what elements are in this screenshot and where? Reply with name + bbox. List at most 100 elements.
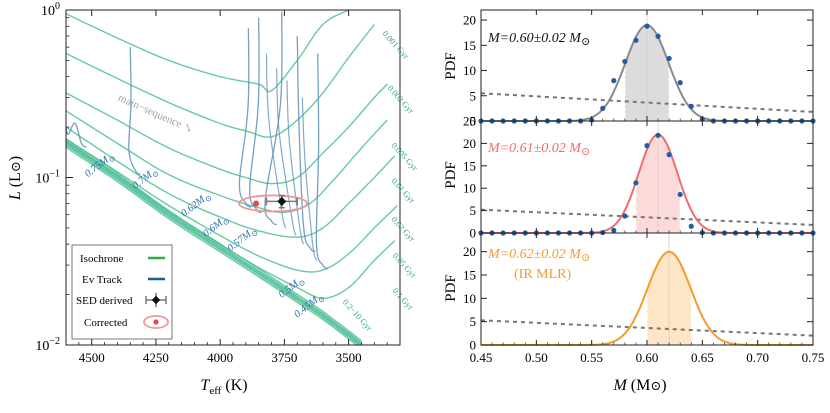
isochrone-label: 0.001 Gyr <box>381 29 412 61</box>
hr-y-tick-label: 10−1 <box>35 169 60 187</box>
isochrone-0-02-Gyr <box>66 126 396 238</box>
ev-track-extra-0 <box>265 53 287 229</box>
ev-track-0p6M <box>249 17 262 214</box>
pdf-sample-point <box>644 23 650 29</box>
sed-point <box>277 196 287 206</box>
ev-track-0p75M <box>66 122 87 148</box>
pdf-sample-point <box>688 223 694 229</box>
ev-track-0p5M <box>296 35 316 253</box>
hr-x-tick-label: 3500 <box>336 350 362 365</box>
isochrone-0-005-Gyr <box>66 83 388 185</box>
hr-legend: Isochrone Ev Track SED derived Corrected <box>71 244 173 340</box>
pdf-sample-point <box>633 180 639 186</box>
hr-diagram: 4500 4250 4000 3750 3500 100 10−1 10−2 0.001 Gy… <box>7 1 420 397</box>
pdf-sample-point <box>622 58 628 65</box>
ev-track-0p57M <box>264 11 283 226</box>
legend-label-isochrone: Isochrone <box>80 253 123 265</box>
pdf-panel-bottom: 0 5 10 15 20 0.45 0.50 0.55 0.60 0.65 0.70 0.75 <box>463 232 824 365</box>
ev-track-extra-1 <box>276 68 297 236</box>
pdf-x-tick-label: 0.45 <box>470 350 493 365</box>
pdf-y-tick-label: 0 <box>470 114 477 129</box>
pdf-y-tick-label: 10 <box>463 291 476 306</box>
pdf-middle-annotation: M=0.61±0.02 M⊙ <box>487 141 590 158</box>
hr-y-axis-title: L (L⊙) <box>7 156 24 201</box>
isochrone-label: 0.1 Gyr <box>391 286 416 312</box>
mass-label: 0.62M⊙ <box>179 190 214 221</box>
pdf-top-y-axis-title: PDF <box>443 52 459 80</box>
legend-label-sed: SED derived <box>76 295 133 307</box>
hr-y-tick-label: 100 <box>41 1 60 19</box>
pdf-sample-point <box>655 132 661 138</box>
legend-swatch-sed <box>145 293 167 307</box>
pdf-y-tick-label: 10 <box>463 181 476 196</box>
pdf-y-tick-label: 20 <box>463 13 476 28</box>
pdf-sample-point <box>633 37 639 43</box>
hr-x-tick-label: 4000 <box>207 350 233 365</box>
pdf-y-tick-label: 5 <box>470 314 477 329</box>
pdf-bottom-annotation: M=0.62±0.02 M⊙ <box>487 247 590 264</box>
hr-x-tick-label: 4500 <box>79 350 105 365</box>
hr-y-tick-label: 10−2 <box>35 336 60 354</box>
pdf-y-tick-label: 20 <box>463 244 476 259</box>
pdf-sample-point <box>622 213 628 219</box>
corrected-ellipse <box>238 194 308 213</box>
isochrone-0-2-10-Gyr-band-1 <box>66 144 361 345</box>
pdf-y-tick-label: 0 <box>470 226 477 241</box>
isochrone-0-002-Gyr <box>66 23 375 138</box>
main-sequence-label: main−sequence ↘ <box>116 92 194 136</box>
pdf-x-axis-title: M (M⊙) <box>612 377 666 394</box>
isochrone-label: 0.05 Gyr <box>391 251 419 280</box>
isochrone-0-2-10-Gyr-band-0 <box>66 146 358 345</box>
ev-track-extra-3 <box>301 97 318 261</box>
pdf-sample-point <box>644 143 650 149</box>
ev-track-extra-2 <box>286 80 305 245</box>
pdf-x-tick-label: 0.65 <box>691 350 714 365</box>
legend-label-track: Ev Track <box>82 274 123 286</box>
pdf-y-tick-label: 0 <box>470 338 477 353</box>
pdf-sample-point <box>677 80 683 86</box>
pdf-panel-top: 0 5 10 15 20 <box>463 9 816 129</box>
isochrone-0-001-Gyr <box>66 10 349 93</box>
pdf-y-tick-label: 5 <box>470 203 477 218</box>
pdf-sample-point <box>688 103 694 109</box>
corrected-point <box>253 200 260 207</box>
ev-track-0p7M <box>128 47 141 175</box>
hr-x-tick-label: 3750 <box>271 350 297 365</box>
isochrone-label: 0.2−10 Gyr <box>341 297 375 333</box>
pdf-x-tick-label: 0.70 <box>746 350 769 365</box>
legend-swatch-corrected <box>143 315 169 329</box>
hr-plot-area <box>66 10 398 345</box>
pdf-y-tick-label: 15 <box>463 158 476 173</box>
isochrone-label: 0.02 Gyr <box>390 214 418 243</box>
isochrone-label: 0.01 Gyr <box>390 176 418 205</box>
hr-x-tick-label: 4250 <box>143 350 169 365</box>
isochrone-0-2-10-Gyr-band-4 <box>66 138 362 342</box>
legend-label-corrected: Corrected <box>84 317 128 329</box>
pdf-x-tick-label: 0.60 <box>636 350 659 365</box>
mass-label: 0.6M⊙ <box>201 213 232 241</box>
pdf-x-tick-label: 0.55 <box>580 350 603 365</box>
isochrone-0-2-10-Gyr-band-2 <box>66 142 363 345</box>
pdf-y-tick-label: 10 <box>463 63 476 78</box>
pdf-sample-point <box>666 152 672 158</box>
isochrone-0-2-10-Gyr-band-3 <box>66 140 362 344</box>
pdf-bottom-annotation-sub: (IR MLR) <box>514 267 572 282</box>
pdf-sample-point <box>600 105 606 111</box>
pdf-y-tick-label: 5 <box>470 88 477 103</box>
pdf-sample-point <box>655 33 661 39</box>
pdf-panel-middle: 0 5 10 15 20 25 <box>463 114 816 241</box>
pdf-y-tick-label: 20 <box>463 136 476 151</box>
pdf-sample-point <box>666 55 672 62</box>
pdf-bottom-y-axis-title: PDF <box>443 274 459 302</box>
ev-track-0p62M <box>238 28 252 208</box>
pdf-y-tick-label: 15 <box>463 268 476 283</box>
pdf-sample-point <box>611 78 617 84</box>
pdf-top-annotation: M=0.60±0.02 M⊙ <box>487 31 590 48</box>
hr-x-axis-title: Teff (K) <box>200 377 247 397</box>
pdf-y-tick-label: 15 <box>463 38 476 53</box>
mass-label: 0.57M⊙ <box>226 225 261 256</box>
pdf-sample-point <box>611 227 617 233</box>
pdf-middle-y-axis-title: PDF <box>443 161 459 189</box>
